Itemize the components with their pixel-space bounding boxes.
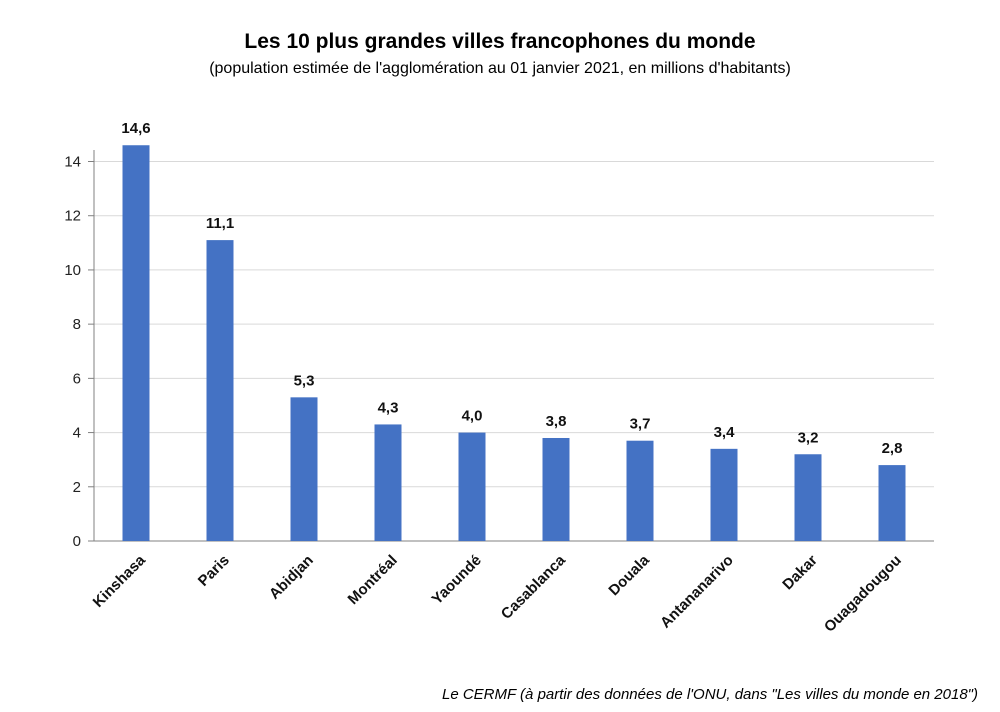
y-tick-label: 14 [64, 154, 81, 171]
data-label: 3,7 [630, 416, 651, 433]
x-category-label: Abidjan [266, 552, 317, 603]
bar-6 [626, 440, 654, 541]
axes [88, 150, 934, 542]
bar-1 [206, 240, 234, 541]
data-label: 14,6 [121, 120, 150, 137]
bar-7 [710, 448, 738, 541]
y-tick-label: 8 [73, 316, 81, 333]
chart-source-note: Le CERMF (à partir des données de l'ONU,… [441, 686, 978, 703]
bar-2 [290, 397, 318, 541]
y-tick-label: 10 [64, 262, 81, 279]
gridlines [94, 161, 934, 488]
y-tick-label: 4 [73, 425, 81, 442]
data-label: 3,8 [546, 413, 567, 430]
x-category-label: Douala [605, 551, 653, 599]
x-category-label: Antananarivo [657, 552, 737, 632]
x-category-label: Ouagadougou [821, 552, 905, 636]
x-category-label: Montréal [345, 552, 401, 608]
bar-9 [878, 465, 906, 541]
y-tick-label: 6 [73, 370, 81, 387]
bars [122, 145, 906, 541]
data-label: 4,0 [462, 408, 483, 425]
y-tick-label: 2 [73, 479, 81, 496]
bar-0 [122, 145, 150, 541]
bar-4 [458, 432, 486, 541]
bar-8 [794, 454, 822, 541]
bar-5 [542, 437, 570, 541]
y-tick-label: 12 [64, 208, 81, 225]
bar-3 [374, 424, 402, 541]
x-category-label: Paris [195, 552, 233, 590]
data-label: 4,3 [378, 399, 399, 416]
x-category-label: Dakar [779, 552, 821, 594]
chart-title: Les 10 plus grandes villes francophones … [244, 30, 756, 53]
x-category-label: Casablanca [498, 551, 569, 622]
data-label: 2,8 [882, 440, 903, 457]
x-category-label: Kinshasa [90, 551, 150, 611]
data-label: 3,2 [798, 429, 819, 446]
data-label: 3,4 [714, 424, 736, 441]
x-category-label: Yaoundé [429, 552, 485, 608]
data-label: 5,3 [294, 372, 315, 389]
data-label: 11,1 [206, 215, 234, 232]
chart-subtitle: (population estimée de l'agglomération a… [209, 60, 791, 77]
y-tick-label: 0 [73, 533, 81, 550]
